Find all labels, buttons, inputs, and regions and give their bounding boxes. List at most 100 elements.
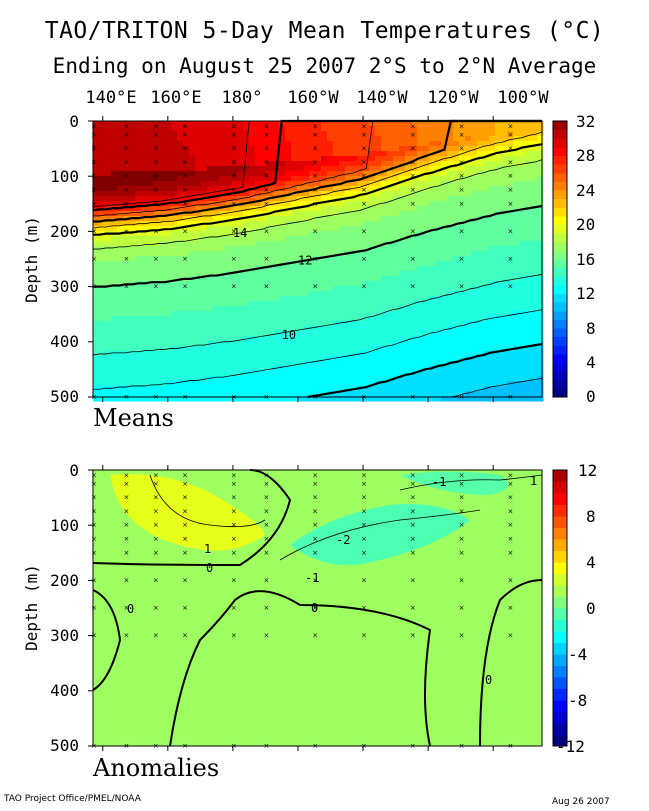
heatmap-cell (525, 181, 532, 187)
heatmap-cell (225, 246, 232, 252)
heatmap-cell (117, 271, 124, 277)
station-marker: × (124, 535, 130, 543)
heatmap-cell (171, 316, 178, 322)
heatmap-cell (105, 331, 112, 337)
heatmap-cell (411, 136, 418, 142)
heatmap-cell (147, 376, 154, 382)
heatmap-cell (237, 396, 244, 402)
heatmap-cell (465, 336, 472, 342)
heatmap-cell (237, 141, 244, 147)
heatmap-cell (447, 351, 454, 357)
heatmap-cell (243, 241, 250, 247)
heatmap-cell (381, 326, 388, 332)
heatmap-cell (279, 151, 286, 157)
heatmap-cell (291, 376, 298, 382)
heatmap-cell (183, 391, 190, 397)
heatmap-cell (327, 241, 334, 247)
heatmap-cell (327, 281, 334, 287)
station-marker: × (153, 472, 159, 480)
heatmap-cell (447, 271, 454, 277)
heatmap-cell (507, 211, 514, 217)
station-marker: × (91, 158, 97, 166)
heatmap-cell (285, 331, 292, 337)
heatmap-cell (405, 271, 412, 277)
contour-label: -1 (432, 475, 446, 489)
heatmap-cell (117, 136, 124, 142)
heatmap-cell (393, 276, 400, 282)
heatmap-cell (369, 126, 376, 132)
heatmap-cell (183, 396, 190, 402)
heatmap-cell (273, 266, 280, 272)
heatmap-cell (111, 336, 118, 342)
heatmap-cell (483, 201, 490, 207)
heatmap-cell (201, 141, 208, 147)
heatmap-cell (339, 186, 346, 192)
station-marker: × (153, 227, 159, 235)
heatmap-cell (201, 296, 208, 302)
heatmap-cell (429, 141, 436, 147)
heatmap-cell (375, 361, 382, 367)
heatmap-cell (207, 216, 214, 222)
heatmap-cell (411, 186, 418, 192)
heatmap-cell (231, 386, 238, 392)
heatmap-cell (465, 301, 472, 307)
heatmap-cell (237, 386, 244, 392)
heatmap-cell (423, 126, 430, 132)
heatmap-cell (477, 196, 484, 202)
heatmap-cell (129, 391, 136, 397)
heatmap-cell (177, 311, 184, 317)
heatmap-cell (501, 156, 508, 162)
heatmap-cell (93, 386, 100, 392)
heatmap-cell (405, 141, 412, 147)
heatmap-cell (141, 181, 148, 187)
heatmap-cell (135, 316, 142, 322)
heatmap-cell (207, 181, 214, 187)
heatmap-cell (363, 371, 370, 377)
heatmap-cell (165, 386, 172, 392)
heatmap-cell (531, 131, 538, 137)
heatmap-cell (369, 151, 376, 157)
heatmap-cell (93, 291, 100, 297)
heatmap-cell (441, 316, 448, 322)
heatmap-cell (207, 261, 214, 267)
heatmap-cell (291, 336, 298, 342)
heatmap-cell (225, 386, 232, 392)
heatmap-cell (339, 331, 346, 337)
colorbar-segment (553, 550, 567, 563)
heatmap-cell (453, 396, 460, 402)
heatmap-cell (351, 146, 358, 152)
heatmap-cell (453, 306, 460, 312)
heatmap-cell (141, 161, 148, 167)
heatmap-cell (411, 191, 418, 197)
heatmap-cell (231, 201, 238, 207)
heatmap-cell (243, 226, 250, 232)
heatmap-cell (213, 121, 220, 127)
heatmap-cell (465, 326, 472, 332)
heatmap-cell (537, 271, 544, 277)
colorbar-segment (553, 619, 567, 632)
heatmap-cell (279, 296, 286, 302)
heatmap-cell (195, 186, 202, 192)
heatmap-cell (129, 241, 136, 247)
heatmap-cell (369, 176, 376, 182)
heatmap-cell (489, 276, 496, 282)
heatmap-cell (345, 351, 352, 357)
heatmap-cell (447, 261, 454, 267)
heatmap-cell (375, 226, 382, 232)
heatmap-cell (411, 311, 418, 317)
heatmap-cell (231, 206, 238, 212)
heatmap-cell (255, 196, 262, 202)
heatmap-cell (495, 311, 502, 317)
heatmap-cell (135, 291, 142, 297)
heatmap-cell (447, 131, 454, 137)
heatmap-cell (285, 196, 292, 202)
heatmap-cell (165, 276, 172, 282)
heatmap-cell (237, 291, 244, 297)
heatmap-cell (399, 206, 406, 212)
heatmap-cell (189, 201, 196, 207)
heatmap-cell (303, 381, 310, 387)
heatmap-cell (477, 286, 484, 292)
heatmap-cell (195, 161, 202, 167)
heatmap-cell (501, 171, 508, 177)
heatmap-cell (531, 256, 538, 262)
